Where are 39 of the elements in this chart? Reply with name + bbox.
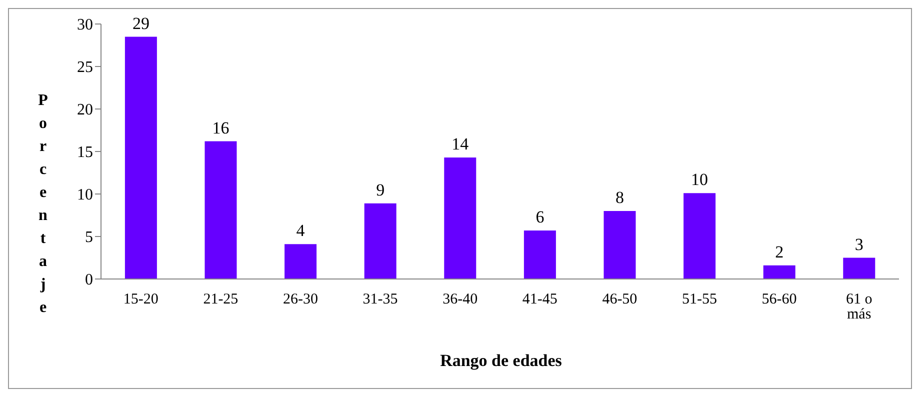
data-label: 16 — [212, 118, 230, 138]
x-tick-label: 61 o más — [846, 292, 872, 323]
y-tick-label: 15 — [77, 144, 93, 162]
x-tick-label: 51-55 — [682, 292, 717, 308]
y-tick-label: 0 — [85, 272, 93, 289]
data-label: 14 — [452, 134, 470, 154]
text: Porcentaje — [38, 92, 48, 316]
x-tick-label: 46-50 — [602, 292, 638, 308]
data-label: 6 — [536, 208, 544, 227]
bar — [124, 36, 157, 279]
data-label: 9 — [376, 180, 385, 200]
x-tick-label: 21-25 — [203, 292, 238, 308]
x-axis-title: Rango de edades — [439, 351, 563, 371]
bar — [524, 230, 556, 279]
x-tick-label: 15-20 — [123, 292, 158, 308]
bar — [684, 193, 716, 279]
y-tick-label: 20 — [77, 102, 93, 119]
y-tick-label: 5 — [85, 229, 93, 246]
data-label: 2 — [775, 242, 784, 262]
y-tick-label: 10 — [77, 186, 93, 204]
x-tick-label: 26-30 — [283, 292, 318, 308]
x-tick-label: 31-35 — [362, 292, 398, 308]
x-tick-label: 56-60 — [762, 292, 797, 308]
bar — [444, 157, 476, 279]
data-label: 3 — [854, 234, 864, 254]
bar — [604, 211, 636, 279]
bar — [204, 141, 237, 279]
bar — [843, 258, 876, 279]
data-label: 8 — [615, 188, 624, 207]
y-tick-label: 30 — [77, 16, 93, 34]
bar — [763, 265, 796, 279]
bar — [364, 203, 396, 279]
x-tick-label: 41-45 — [522, 292, 558, 308]
y-tick-label: 25 — [77, 59, 93, 76]
bar — [284, 244, 317, 279]
data-label: 10 — [691, 170, 708, 190]
data-label: 4 — [296, 221, 306, 240]
data-label: 29 — [132, 14, 150, 33]
x-tick-label: 36-40 — [442, 292, 478, 308]
